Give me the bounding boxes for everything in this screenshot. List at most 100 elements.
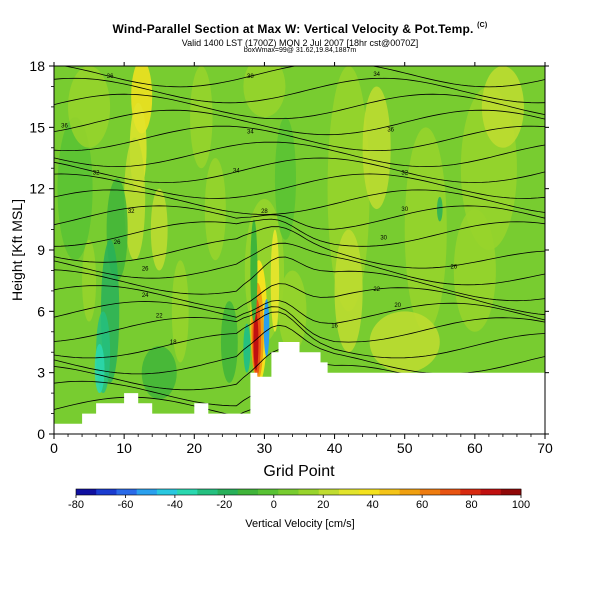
- velocity-blob: [436, 196, 443, 222]
- y-tick-label: 9: [37, 242, 45, 258]
- x-tick-label: 30: [257, 440, 273, 456]
- updraft-core: [250, 219, 258, 322]
- contour-label: 32: [93, 170, 100, 176]
- colorbar-swatch: [460, 489, 481, 495]
- colorbar-swatch: [76, 489, 97, 495]
- velocity-blob: [278, 270, 307, 353]
- colorbar-swatch: [116, 489, 138, 495]
- colorbar-swatch: [217, 489, 239, 495]
- velocity-blob: [404, 127, 447, 332]
- velocity-blob: [362, 86, 391, 210]
- colorbar-frame: [75, 488, 522, 496]
- x-axis: 0 10 20 30 40 50 60 70: [50, 62, 553, 456]
- updraft-core: [243, 323, 251, 373]
- colorbar-swatch: [237, 489, 259, 495]
- isentrope: [54, 125, 545, 152]
- velocity-blob: [124, 137, 146, 261]
- colorbar: -80 -60 -40 -20 0 20 40 60 80 100: [68, 488, 530, 511]
- x-tick-label: 40: [327, 440, 343, 456]
- y-axis-label: Height [Kft MSL]: [9, 199, 25, 301]
- colorbar-swatch: [258, 489, 279, 495]
- colorbar-swatch: [197, 489, 218, 495]
- colorbar-swatch: [338, 489, 360, 495]
- colorbar-swatch: [156, 489, 178, 495]
- isentrope: [54, 109, 545, 136]
- colorbar-swatch: [359, 489, 380, 495]
- terrain: [54, 342, 545, 434]
- isentrope: [62, 66, 545, 88]
- valid-time-line: Valid 1400 LST (1700Z) MON 2 Jul 2007 [1…: [181, 38, 419, 48]
- contour-label: 26: [114, 240, 121, 246]
- isentrope: [54, 256, 545, 302]
- x-tick-label: 50: [397, 440, 413, 456]
- contour-label: 36: [387, 127, 394, 133]
- updraft-core: [263, 299, 270, 357]
- x-tick-label: 20: [186, 440, 202, 456]
- velocity-blob: [190, 66, 213, 169]
- contour-label: 22: [156, 313, 163, 319]
- y-tick-label: 18: [29, 58, 45, 74]
- colorbar-tick-label: -40: [167, 499, 183, 511]
- isentrope: [54, 218, 545, 247]
- contour-label: 32: [128, 209, 135, 215]
- velocity-blob: [94, 344, 105, 394]
- isentrope: [54, 77, 545, 104]
- colorbar-swatch: [298, 489, 320, 495]
- contour-label: 28: [261, 209, 268, 215]
- isentrope: [54, 157, 545, 183]
- isentrope: [54, 242, 545, 286]
- isentrope: [54, 311, 545, 359]
- colorbar-swatch: [136, 489, 158, 495]
- velocity-blob: [57, 117, 93, 261]
- contour-label: 36: [61, 123, 68, 129]
- contour-label: 32: [401, 170, 408, 176]
- isentrope: [54, 93, 545, 120]
- y-tick-label: 3: [37, 365, 45, 381]
- isentrope: [54, 205, 545, 230]
- colorbar-tick-label: -60: [117, 499, 133, 511]
- velocity-blob: [220, 301, 238, 383]
- x-tick-label: 60: [467, 440, 483, 456]
- isentrope: [54, 306, 545, 343]
- isentrope: [54, 299, 545, 324]
- colorbar-swatch: [318, 489, 340, 495]
- velocity-blob: [481, 66, 524, 148]
- velocity-blob: [334, 229, 363, 353]
- colorbar-swatch: [399, 489, 421, 495]
- velocity-blob: [369, 311, 440, 373]
- contour-label: 30: [380, 236, 387, 242]
- contour-label: 26: [450, 264, 457, 270]
- colorbar-tick-label: 100: [512, 499, 530, 511]
- velocity-blob: [453, 209, 496, 332]
- velocity-blob: [68, 66, 111, 148]
- velocity-blob: [82, 239, 97, 322]
- x-tick-label: 10: [116, 440, 132, 456]
- velocity-blob: [274, 117, 296, 240]
- colorbar-swatch: [379, 489, 401, 495]
- updraft-core: [270, 229, 280, 332]
- contour-label: 26: [142, 266, 149, 272]
- contour-label: 38: [247, 74, 254, 80]
- colorbar-swatch: [440, 489, 461, 495]
- contour-label: 18: [170, 340, 177, 346]
- x-axis-label: Grid Point: [263, 463, 335, 480]
- colorbar-tick-label: 80: [465, 499, 477, 511]
- contour-label: 36: [107, 74, 114, 80]
- colorbar-swatch: [177, 489, 198, 495]
- isentrope: [54, 189, 545, 215]
- colorbar-tick-label: 60: [416, 499, 428, 511]
- y-tick-label: 6: [37, 303, 45, 319]
- velocity-blob: [327, 66, 370, 312]
- chart-title: Wind-Parallel Section at Max W: Vertical…: [112, 22, 488, 36]
- y-tick-label: 12: [29, 181, 45, 197]
- contour-label: 30: [401, 207, 408, 213]
- colorbar-swatch: [419, 489, 441, 495]
- colorbar-tick-label: -20: [216, 499, 232, 511]
- contour-label: 22: [373, 287, 380, 293]
- isentrope: [54, 283, 545, 316]
- contour-label: 20: [394, 303, 401, 309]
- colorbar-tick-label: 20: [317, 499, 329, 511]
- colorbar-swatch: [96, 489, 117, 495]
- colorbar-tick-label: -80: [68, 499, 84, 511]
- colorbar-swatch: [278, 489, 299, 495]
